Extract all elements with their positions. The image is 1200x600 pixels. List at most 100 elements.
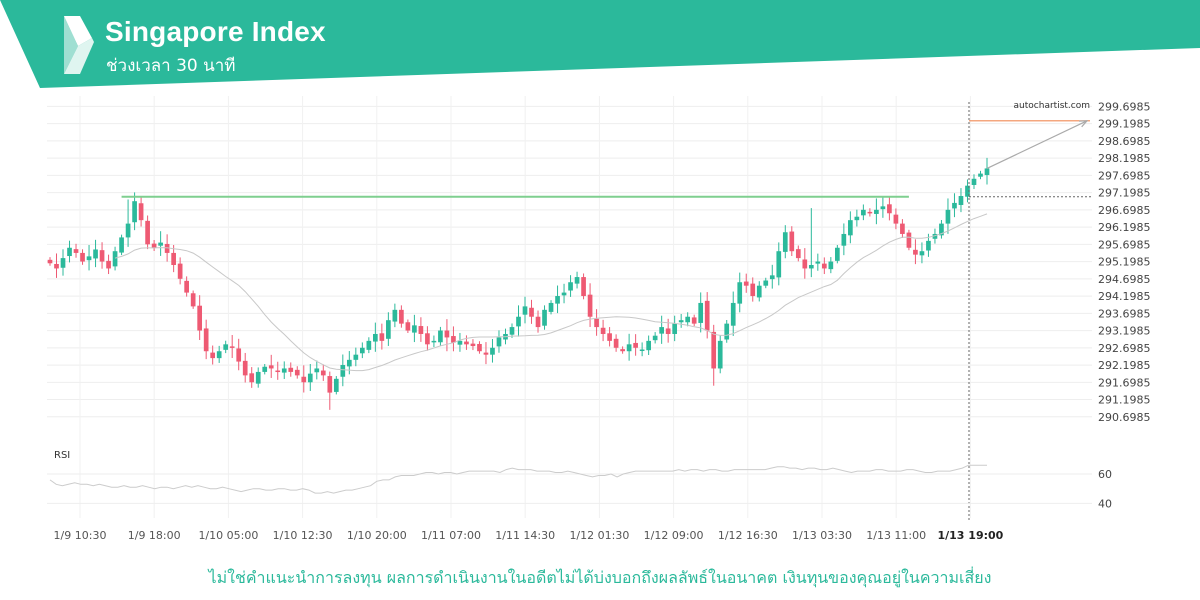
- candle-body: [789, 231, 795, 252]
- candle-body: [242, 360, 248, 376]
- autochartist-logo-icon: [64, 16, 94, 74]
- candle-body: [457, 340, 463, 345]
- candle: [457, 332, 463, 352]
- candle: [945, 198, 951, 234]
- y-tick-label: 296.6985: [1098, 204, 1151, 217]
- candle: [242, 352, 248, 383]
- candle: [952, 193, 957, 218]
- candle: [99, 242, 105, 269]
- candle: [561, 283, 567, 304]
- candle: [958, 188, 964, 213]
- candle-body: [691, 317, 697, 324]
- candle: [600, 319, 606, 342]
- candle-body: [542, 309, 547, 326]
- candle: [405, 319, 411, 334]
- candle-body: [444, 330, 450, 338]
- candle-body: [919, 251, 925, 256]
- y-tick-label: 297.6985: [1098, 169, 1151, 182]
- x-tick-label: 1/12 16:30: [718, 529, 778, 542]
- y-tick-label: 293.6985: [1098, 307, 1151, 320]
- candle-body: [418, 326, 424, 334]
- candle: [672, 315, 678, 342]
- candle-body: [86, 256, 92, 261]
- candle: [698, 292, 704, 333]
- candle: [815, 253, 821, 271]
- candle-body: [776, 251, 782, 278]
- candle: [620, 346, 625, 354]
- candle: [626, 333, 632, 361]
- candle-body: [346, 359, 352, 367]
- candle: [808, 208, 814, 278]
- x-tick-label: 1/13 19:00: [937, 529, 1003, 542]
- candle-body: [366, 340, 372, 350]
- candle-body: [932, 233, 938, 239]
- candle-body: [320, 370, 326, 376]
- x-tick-label: 1/13 11:00: [866, 529, 926, 542]
- candle-body: [151, 243, 157, 248]
- candle-body: [672, 323, 678, 334]
- candle-body: [353, 354, 359, 360]
- candle-body: [477, 343, 482, 352]
- candle-body: [210, 352, 216, 359]
- candle-body: [223, 344, 229, 350]
- candle: [106, 254, 111, 275]
- candle-body: [659, 327, 664, 334]
- candle: [639, 342, 645, 357]
- candle-body: [301, 376, 307, 383]
- candle-body: [171, 252, 176, 265]
- candle-body: [80, 252, 85, 262]
- candle: [412, 314, 417, 343]
- candle: [379, 323, 385, 350]
- candle-body: [555, 296, 560, 304]
- candle-body: [451, 336, 456, 343]
- x-tick-label: 1/9 10:30: [54, 529, 107, 542]
- candle-body: [978, 173, 983, 177]
- candle: [607, 327, 612, 347]
- y-tick-label: 297.1985: [1098, 187, 1151, 200]
- candle: [893, 208, 899, 230]
- candle: [678, 313, 684, 328]
- candle-body: [516, 316, 521, 327]
- y-tick-label: 291.6985: [1098, 376, 1151, 389]
- watermark-text: autochartist.com: [1014, 101, 1090, 111]
- y-tick-label: 296.1985: [1098, 221, 1151, 234]
- candle: [392, 303, 398, 328]
- y-tick-label: 299.1985: [1098, 118, 1151, 131]
- candle-body: [607, 333, 612, 341]
- candle: [542, 305, 547, 330]
- candle-body: [880, 206, 886, 210]
- candle: [288, 362, 294, 377]
- candle: [789, 226, 795, 257]
- candle: [223, 340, 229, 354]
- candle-body: [529, 307, 534, 317]
- y-tick-label: 294.6985: [1098, 273, 1151, 286]
- projection-arrowhead: [1078, 120, 1089, 128]
- candle: [119, 234, 124, 256]
- candle-body: [574, 277, 580, 284]
- candle: [848, 211, 853, 244]
- candle: [483, 342, 489, 365]
- candle-body: [620, 349, 625, 352]
- candle-body: [288, 367, 294, 372]
- candle: [255, 367, 261, 388]
- candle: [496, 330, 502, 353]
- candle-body: [392, 309, 398, 322]
- candle: [197, 295, 203, 340]
- candle-body: [470, 343, 476, 347]
- candle-body: [613, 338, 619, 348]
- x-axis: 1/9 10:30 1/9 18:00 1/10 05:00 1/10 12:30 1/…: [54, 529, 1004, 542]
- candle: [340, 354, 346, 387]
- candle-body: [119, 237, 124, 253]
- candle: [171, 244, 176, 273]
- candle: [919, 242, 925, 264]
- candle-body: [913, 249, 918, 255]
- candle-body: [730, 302, 736, 326]
- candle-body: [743, 281, 749, 286]
- projection-arrow: [986, 120, 1088, 169]
- grid-lines: [47, 96, 1092, 518]
- candle-body: [821, 263, 827, 269]
- candle: [691, 314, 697, 327]
- candle-body: [99, 250, 105, 262]
- candle-body: [984, 168, 990, 175]
- candle-body: [965, 185, 970, 197]
